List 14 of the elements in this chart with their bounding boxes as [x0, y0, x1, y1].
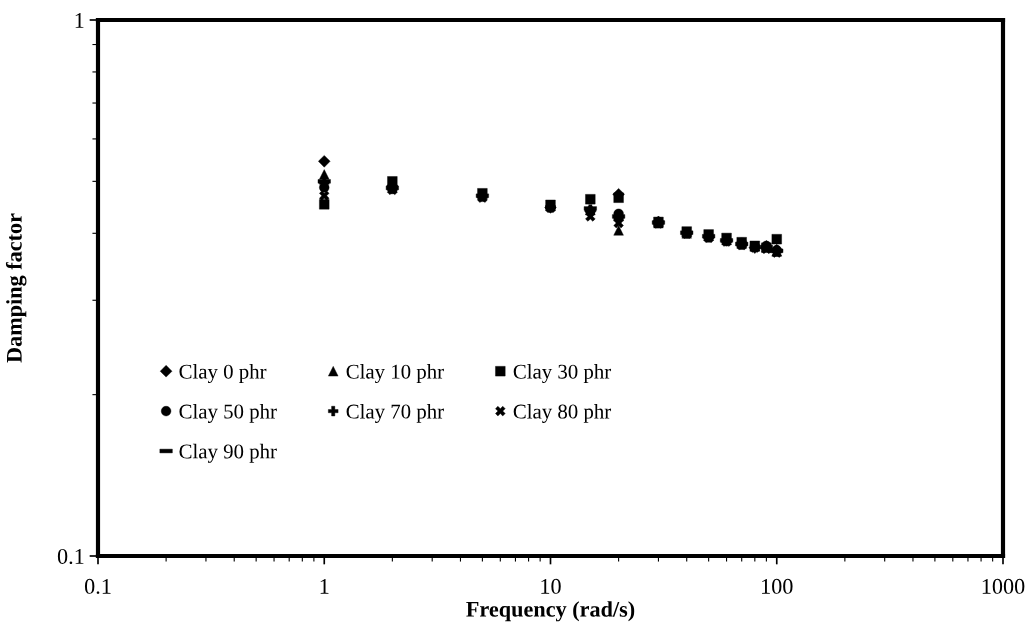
y-axis-title: Damping factor — [5, 213, 27, 363]
legend-label: Clay 80 phr — [513, 403, 612, 423]
x-tick-label: 1000 — [982, 578, 1025, 594]
legend-label: Clay 70 phr — [346, 403, 444, 423]
x-axis-title: Frequency (rad/s) — [466, 601, 635, 622]
legend-label: Clay 10 phr — [346, 364, 444, 383]
legend-label: Clay 30 phr — [513, 364, 612, 383]
legend-label: Clay 50 phr — [179, 403, 277, 423]
x-tick-label: 1 — [320, 578, 329, 594]
x-tick-label: 100 — [762, 578, 793, 594]
legend-label: Clay 90 phr — [179, 443, 277, 463]
legend-label: Clay 0 phr — [179, 364, 267, 383]
x-tick-label: 0.1 — [84, 578, 111, 594]
x-tick-label: 10 — [541, 578, 561, 594]
